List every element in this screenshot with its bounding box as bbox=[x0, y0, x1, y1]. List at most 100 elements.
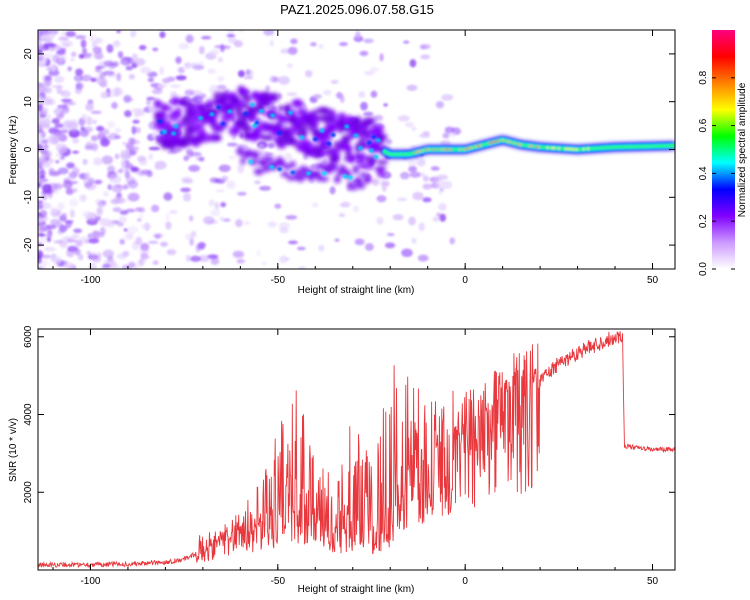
noise-blob bbox=[183, 192, 191, 202]
noise-blob bbox=[90, 135, 99, 142]
noise-blob bbox=[117, 222, 124, 227]
noise-blob bbox=[286, 92, 298, 96]
noise-blob bbox=[38, 96, 45, 104]
noise-blob bbox=[131, 125, 137, 135]
noise-blob bbox=[69, 209, 75, 218]
noise-blob bbox=[422, 183, 433, 190]
secondary-ridge-blob bbox=[239, 158, 246, 165]
secondary-ridge-blob bbox=[365, 176, 373, 183]
ridge-blob bbox=[291, 137, 299, 147]
noise-blob bbox=[420, 45, 427, 50]
secondary-ridge-blob bbox=[252, 150, 260, 160]
noise-blob bbox=[184, 89, 195, 96]
noise-blob bbox=[115, 169, 124, 174]
noise-blob bbox=[374, 114, 383, 120]
spectrogram-x-tick-label: -50 bbox=[271, 275, 286, 286]
noise-blob bbox=[208, 199, 215, 207]
ridge-blob bbox=[323, 117, 334, 125]
noise-blob bbox=[81, 119, 86, 126]
secondary-ridge-hotspot bbox=[306, 171, 312, 176]
noise-blob bbox=[226, 34, 236, 38]
noise-blob bbox=[128, 73, 135, 80]
secondary-ridge-blob bbox=[286, 174, 294, 181]
noise-blob bbox=[109, 175, 122, 184]
noise-blob bbox=[112, 61, 119, 67]
noise-blob bbox=[74, 87, 83, 95]
noise-blob bbox=[296, 246, 306, 251]
ridge-hotspot bbox=[216, 105, 222, 110]
noise-blob bbox=[42, 123, 51, 129]
noise-blob bbox=[50, 131, 62, 140]
noise-blob bbox=[52, 183, 63, 190]
noise-blob bbox=[363, 71, 375, 76]
noise-blob bbox=[406, 84, 418, 91]
noise-blob bbox=[46, 113, 51, 120]
noise-blob bbox=[65, 220, 72, 229]
noise-blob bbox=[442, 132, 450, 139]
noise-blob bbox=[167, 150, 178, 155]
noise-blob bbox=[119, 238, 125, 245]
noise-blob bbox=[55, 152, 62, 158]
noise-blob bbox=[71, 234, 80, 239]
ridge-blob bbox=[268, 108, 277, 115]
noise-blob bbox=[38, 256, 42, 264]
secondary-ridge-hotspot bbox=[248, 159, 254, 164]
noise-blob bbox=[132, 119, 140, 124]
noise-blob bbox=[339, 94, 345, 104]
ridge-blob bbox=[233, 125, 240, 134]
noise-blob bbox=[59, 155, 66, 160]
noise-blob bbox=[210, 257, 220, 266]
noise-blob bbox=[147, 71, 158, 78]
noise-blob bbox=[72, 187, 78, 194]
noise-blob bbox=[274, 203, 282, 209]
noise-blob bbox=[138, 249, 151, 254]
noise-blob bbox=[107, 184, 112, 191]
ridge-blob bbox=[329, 111, 337, 118]
noise-blob bbox=[436, 174, 449, 180]
noise-blob bbox=[197, 241, 206, 249]
secondary-ridge-blob bbox=[253, 168, 264, 176]
noise-blob bbox=[63, 109, 70, 114]
noise-blob bbox=[44, 79, 52, 87]
spectrogram-y-tick-label: 0 bbox=[23, 146, 34, 152]
ridge-hotspot bbox=[353, 133, 359, 138]
noise-blob bbox=[318, 244, 325, 252]
ridge-hotspot bbox=[326, 141, 332, 146]
ridge-hotspot bbox=[209, 112, 215, 117]
noise-blob bbox=[135, 236, 143, 245]
snr-x-tick-label: 0 bbox=[462, 576, 468, 587]
noise-blob bbox=[38, 115, 41, 122]
snr-frame bbox=[37, 328, 676, 571]
secondary-ridge-blob bbox=[284, 163, 291, 170]
noise-blob bbox=[408, 216, 416, 226]
noise-blob bbox=[100, 138, 110, 147]
ridge-blob bbox=[215, 134, 222, 142]
noise-blob bbox=[147, 77, 155, 83]
ridge-core bbox=[157, 102, 675, 180]
noise-blob bbox=[97, 251, 102, 259]
noise-blob bbox=[38, 233, 45, 237]
noise-blob bbox=[89, 33, 95, 42]
noise-blob bbox=[38, 237, 48, 243]
ridge-blob bbox=[277, 105, 286, 111]
noise-blob bbox=[86, 251, 92, 256]
noise-blob bbox=[217, 75, 225, 82]
colorbar-tick-label: 0.4 bbox=[698, 166, 709, 180]
noise-blob bbox=[228, 155, 236, 161]
noise-blob bbox=[417, 158, 426, 167]
noise-blob bbox=[152, 47, 159, 52]
ridge-hotspot bbox=[254, 120, 260, 125]
noise-blob bbox=[65, 30, 76, 37]
noise-blob bbox=[376, 195, 387, 203]
noise-blob bbox=[50, 63, 57, 72]
ridge-hotspot bbox=[373, 154, 379, 159]
noise-blob bbox=[226, 142, 238, 147]
ridge-hotspot bbox=[171, 131, 177, 136]
noise-blob bbox=[180, 187, 191, 193]
noise-blob bbox=[280, 48, 290, 54]
ridge-hotspot bbox=[173, 124, 179, 129]
noise-blob bbox=[48, 98, 56, 106]
ridge-hotspot bbox=[252, 123, 258, 128]
noise-blob bbox=[279, 227, 289, 234]
